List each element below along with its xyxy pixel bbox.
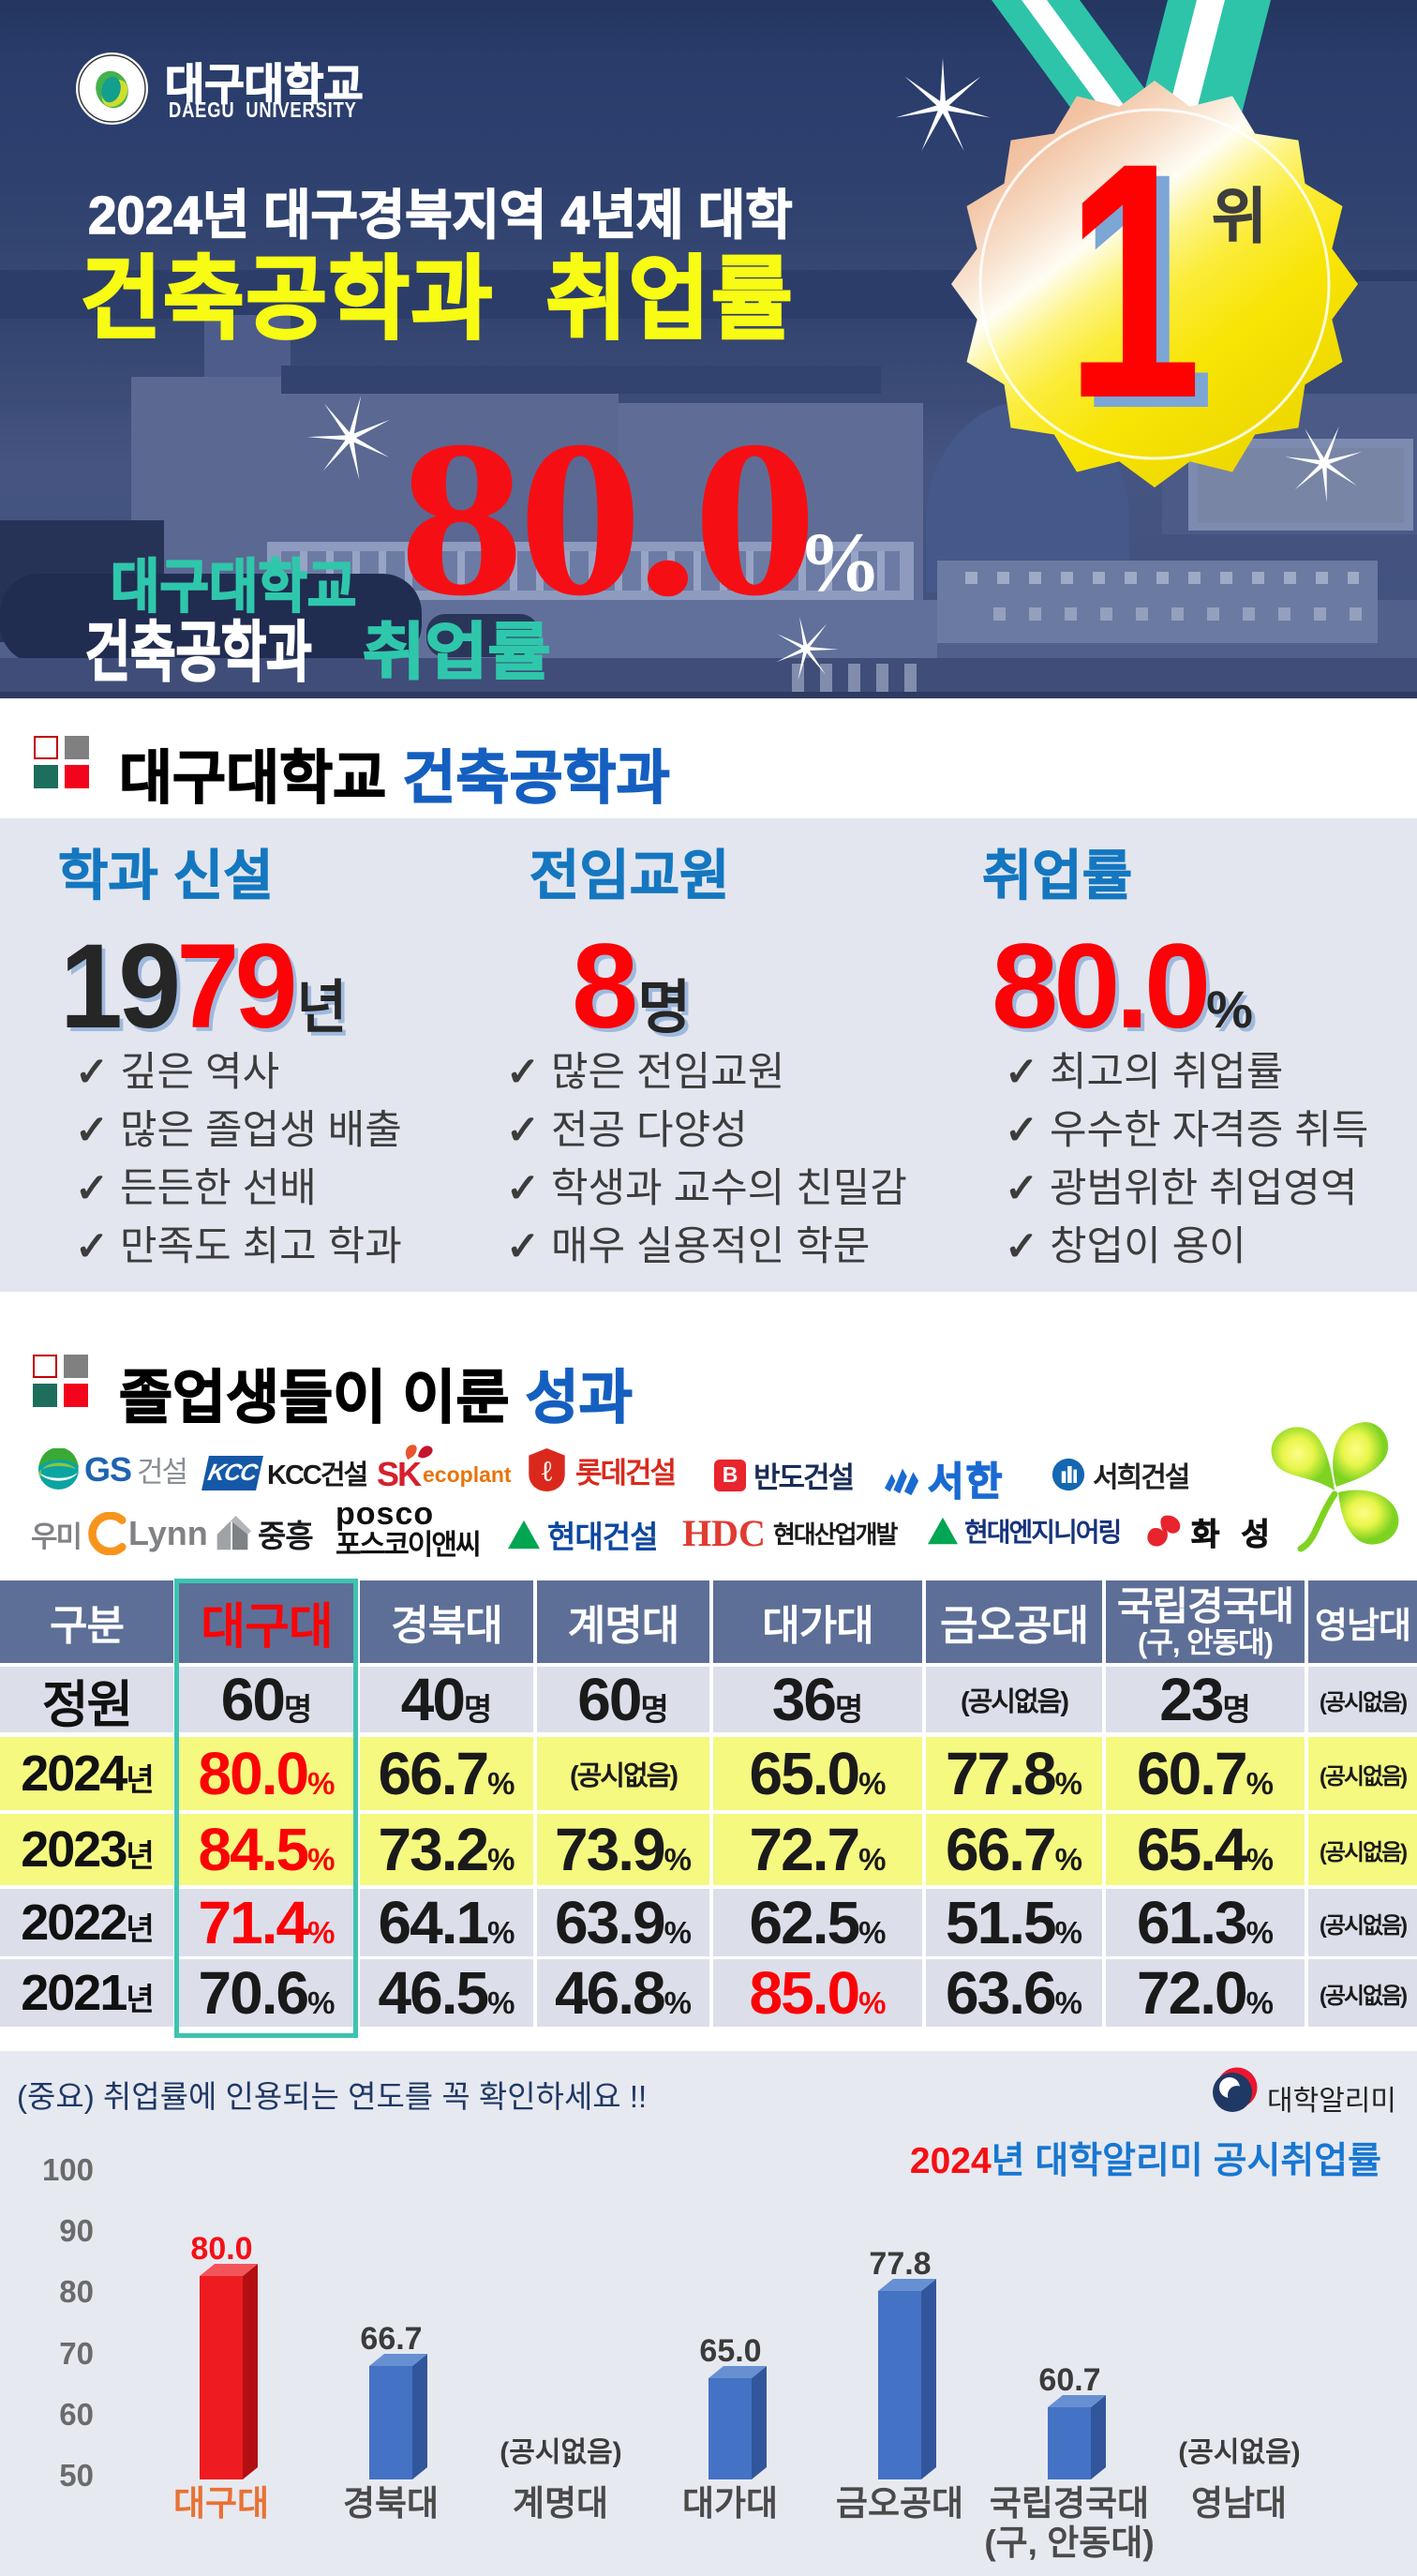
- svg-text:ℓ: ℓ: [542, 1456, 553, 1488]
